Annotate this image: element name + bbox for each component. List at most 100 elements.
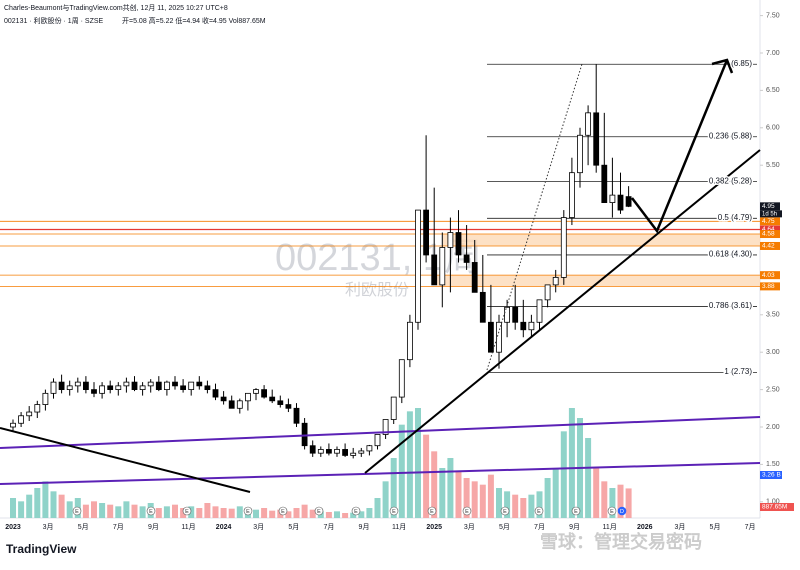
volume-bar [309,509,316,518]
price-tag [760,225,780,234]
candle-body [261,389,268,398]
x-tick-label: 11月 [392,523,406,531]
symbol: 002131 · 利欧股份 · 1周 · SZSE [4,16,104,25]
x-tick-label: 11月 [181,523,195,531]
candle-body [552,276,559,286]
y-tick-label: 6.50 [766,87,780,94]
volume-bar [479,484,486,518]
volume-bar [431,451,438,518]
projection-arrow [631,59,729,234]
price-tag-label: 4.64 [762,226,775,233]
candle-body [431,254,438,286]
volume-bar [196,508,203,518]
channel-line [0,416,761,449]
event-label: E [185,509,189,515]
volume-bar [544,478,551,518]
fib-swing [486,63,583,371]
price-tag [760,230,780,239]
candle-body [99,385,105,394]
candle-body [196,381,203,387]
x-tick-label: 9月 [148,523,159,531]
candle-body [155,381,162,390]
volume-bar [236,506,243,518]
candle-body [277,400,284,405]
candle-body [455,232,462,256]
y-tick-label: 1.50 [766,461,780,468]
candle-body [504,306,511,323]
countdown: 1d 5h [762,211,777,217]
candle-body [26,411,33,417]
candle-body [42,392,49,405]
volume-bar [423,434,430,518]
candle-body [220,396,227,402]
candle-body [74,381,81,387]
volume-bar [528,494,535,518]
candle-body [269,396,276,402]
volume-bar [463,478,470,518]
zone [437,275,760,287]
x-tick-label: 3月 [43,523,54,531]
volume-bar [139,506,146,518]
candle-body [415,209,421,323]
event-label: E [317,509,321,515]
candle-body [228,400,235,409]
volume-ma-label: 3.26 B [762,472,781,479]
trend-line [0,427,251,493]
event-marker [314,506,324,516]
price-tag-label: 4.42 [762,243,775,250]
candle-body [625,196,632,207]
volume-bar [261,508,268,518]
event-marker [427,506,437,516]
x-tick-label: 2024 [216,524,232,531]
candle-body [301,422,308,447]
volume-bar [228,508,235,518]
volume-bar [552,468,559,518]
event-marker [607,506,617,516]
x-tick-label: 7月 [534,523,545,531]
arrow-head [711,58,734,74]
price-tag-label: 4.03 [762,272,775,279]
candle-body [601,164,608,203]
y-tick-label: 3.50 [766,312,780,319]
event-marker [243,506,253,516]
candle-body [50,381,57,394]
candle-body [487,321,494,353]
watermark-name: 利欧股份 [345,281,409,299]
candle-body [91,389,97,394]
volume-bar [520,498,527,518]
event-label: E [281,509,285,515]
event-label: E [537,509,541,515]
price-tag-label: 3.88 [762,283,775,290]
candle-body [204,385,211,390]
event-label: D [620,509,624,515]
volume-bar [269,510,276,518]
volume-bar [625,488,632,518]
volume-bar [342,513,349,518]
candle-body [479,291,486,323]
x-tick-label: 3月 [674,523,685,531]
volume-bar [601,481,608,518]
volume-bar [91,501,97,518]
volume-bar [350,512,357,518]
candle-body [334,449,340,454]
candle-body [58,381,65,390]
candle-body [244,392,251,402]
x-tick-label: 3月 [253,523,264,531]
candle-body [172,381,178,387]
candle-body [131,381,138,390]
volume-bar [617,484,624,518]
volume-bar [415,408,421,518]
volume-bar [487,474,494,518]
zone [443,234,760,246]
y-tick-label: 6.00 [766,125,780,132]
event-label: E [392,509,396,515]
y-tick-label: 2.50 [766,386,780,393]
candle-body [285,404,292,409]
volume-bar [34,488,41,518]
volume-bar [382,481,389,518]
event-marker [351,506,361,516]
candle-body [560,217,567,278]
volume-bar [334,511,340,518]
x-tick-label: 3月 [464,523,475,531]
